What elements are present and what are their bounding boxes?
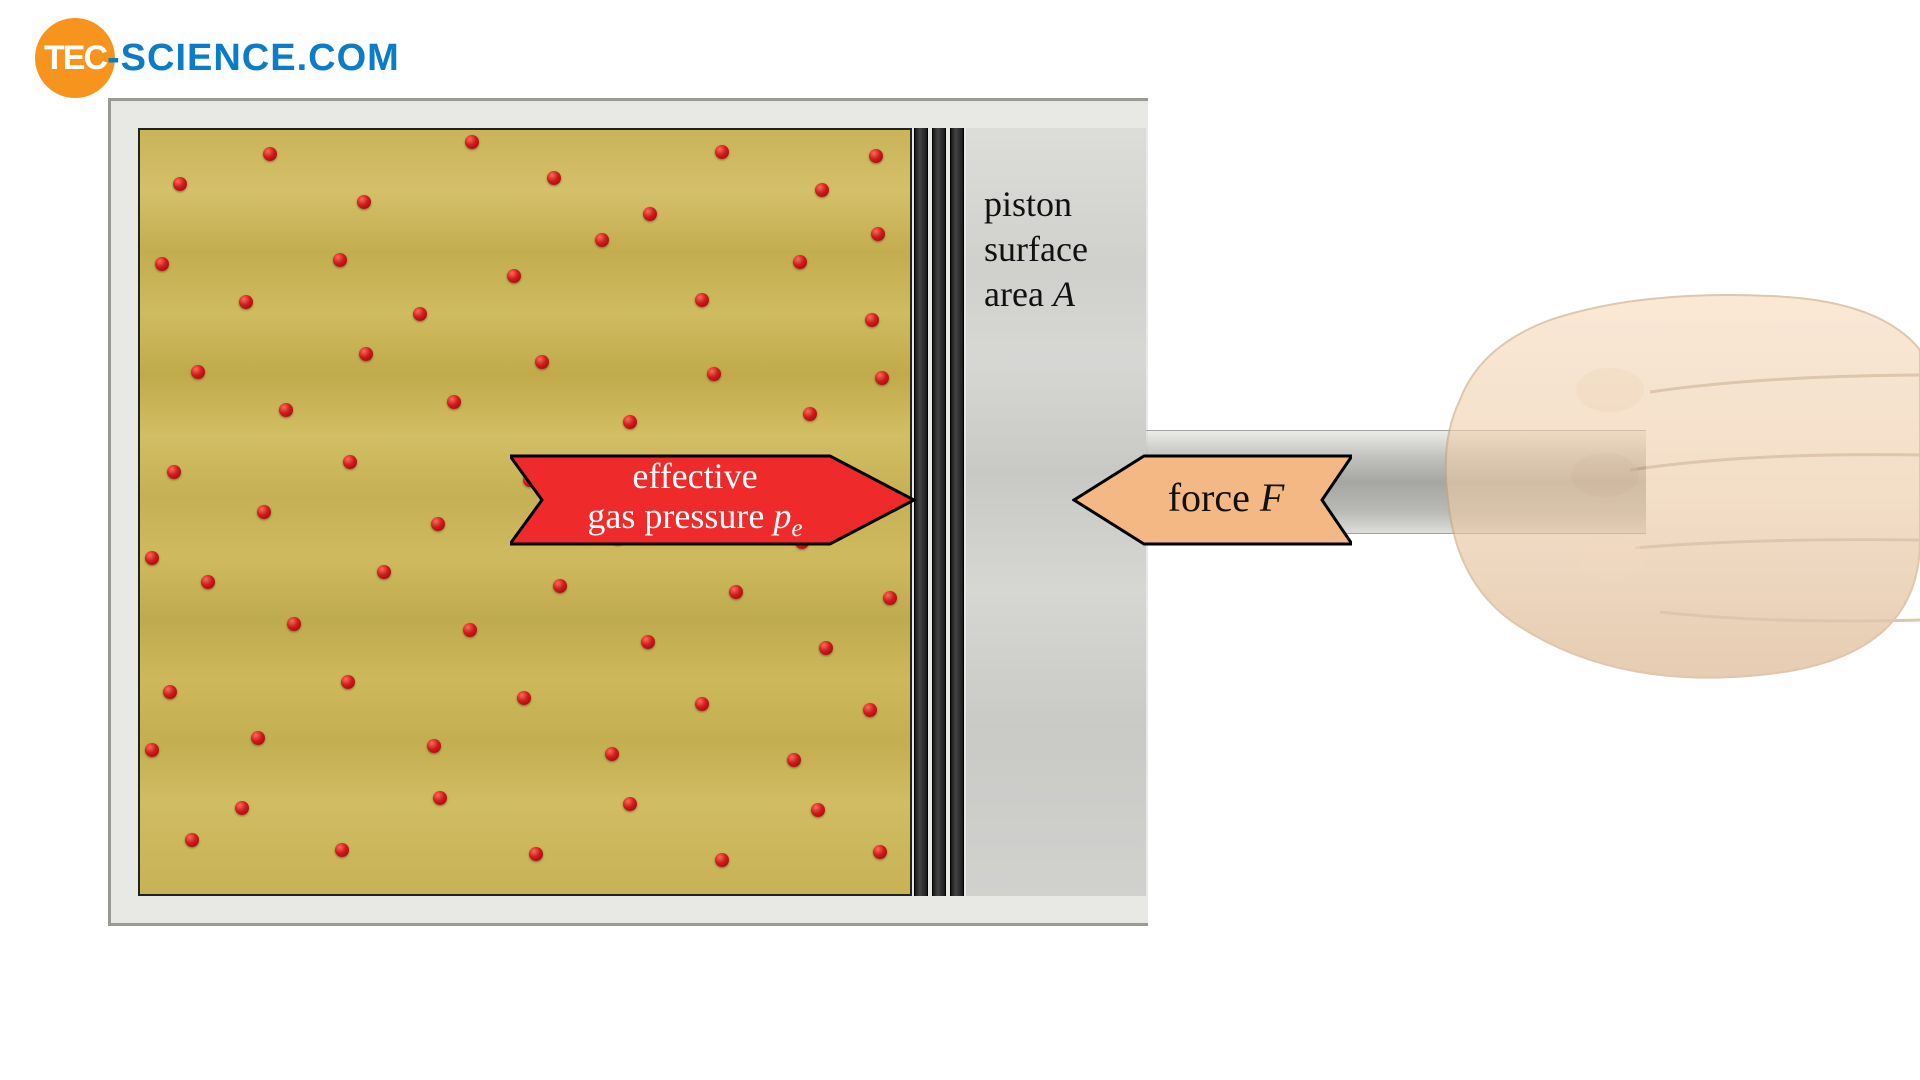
gas-particle <box>865 313 879 327</box>
gas-particle <box>191 365 205 379</box>
gas-particle <box>793 255 807 269</box>
gas-particle <box>873 845 887 859</box>
gas-particle <box>251 731 265 745</box>
effective-pressure-arrow: effective gas pressure pe <box>510 442 916 558</box>
gas-particle <box>431 517 445 531</box>
label-line: force F <box>1086 476 1366 521</box>
gas-particle <box>595 233 609 247</box>
gas-particle <box>185 833 199 847</box>
piston-ring <box>950 128 964 896</box>
gas-particle <box>547 171 561 185</box>
diagram-canvas: TEC -SCIENCE.COM pis <box>0 0 1920 1080</box>
gas-particle <box>239 295 253 309</box>
gas-particle <box>811 803 825 817</box>
site-logo: TEC -SCIENCE.COM <box>35 18 400 98</box>
logo-badge: TEC <box>35 18 115 98</box>
gas-particle <box>447 395 461 409</box>
gas-particle <box>715 145 729 159</box>
gas-particle <box>257 505 271 519</box>
gas-particle <box>643 207 657 221</box>
gas-particle <box>875 371 889 385</box>
gas-particle <box>343 455 357 469</box>
gas-particle <box>333 253 347 267</box>
logo-badge-text: TEC <box>44 39 106 78</box>
gas-particle <box>517 691 531 705</box>
effective-pressure-text: effective gas pressure pe <box>492 456 898 544</box>
gas-particle <box>883 591 897 605</box>
gas-particle <box>641 635 655 649</box>
gas-particle <box>529 847 543 861</box>
gas-particle <box>155 257 169 271</box>
gas-particle <box>695 697 709 711</box>
gas-particle <box>167 465 181 479</box>
label-line: surface <box>984 229 1088 269</box>
gas-particle <box>535 355 549 369</box>
gas-particle <box>715 853 729 867</box>
gas-particle <box>507 269 521 283</box>
gas-particle <box>173 177 187 191</box>
gas-particle <box>623 415 637 429</box>
gas-particle <box>413 307 427 321</box>
gas-particle <box>863 703 877 717</box>
gas-particle <box>871 227 885 241</box>
gas-particle <box>201 575 215 589</box>
gas-particle <box>815 183 829 197</box>
gas-particle <box>279 403 293 417</box>
gas-particle <box>553 579 567 593</box>
gas-particle <box>357 195 371 209</box>
gas-particle <box>803 407 817 421</box>
gas-particle <box>707 367 721 381</box>
label-line: effective <box>492 456 898 496</box>
force-arrow: force F <box>1072 442 1352 558</box>
gas-particle <box>235 801 249 815</box>
gas-particle <box>695 293 709 307</box>
gas-particle <box>465 135 479 149</box>
gas-particle <box>729 585 743 599</box>
gas-particle <box>819 641 833 655</box>
label-line: piston <box>984 184 1072 224</box>
gas-particle <box>263 147 277 161</box>
gas-particle <box>145 743 159 757</box>
gas-particle <box>163 685 177 699</box>
force-text: force F <box>1086 476 1366 521</box>
hand-icon <box>1400 280 1920 710</box>
gas-particle <box>623 797 637 811</box>
piston-ring <box>914 128 928 896</box>
gas-particle <box>463 623 477 637</box>
gas-particle <box>433 791 447 805</box>
logo-text: -SCIENCE.COM <box>107 37 400 80</box>
gas-particle <box>377 565 391 579</box>
gas-particle <box>145 551 159 565</box>
piston-ring <box>932 128 946 896</box>
piston-area-label: piston surface area A <box>984 182 1088 317</box>
gas-particle <box>869 149 883 163</box>
label-line: gas pressure pe <box>492 496 898 543</box>
gas-particle <box>341 675 355 689</box>
gas-particle <box>787 753 801 767</box>
gas-particle <box>427 739 441 753</box>
gas-particle <box>287 617 301 631</box>
gas-particle <box>359 347 373 361</box>
gas-particle <box>605 747 619 761</box>
label-line: area A <box>984 274 1075 314</box>
gas-particle <box>335 843 349 857</box>
